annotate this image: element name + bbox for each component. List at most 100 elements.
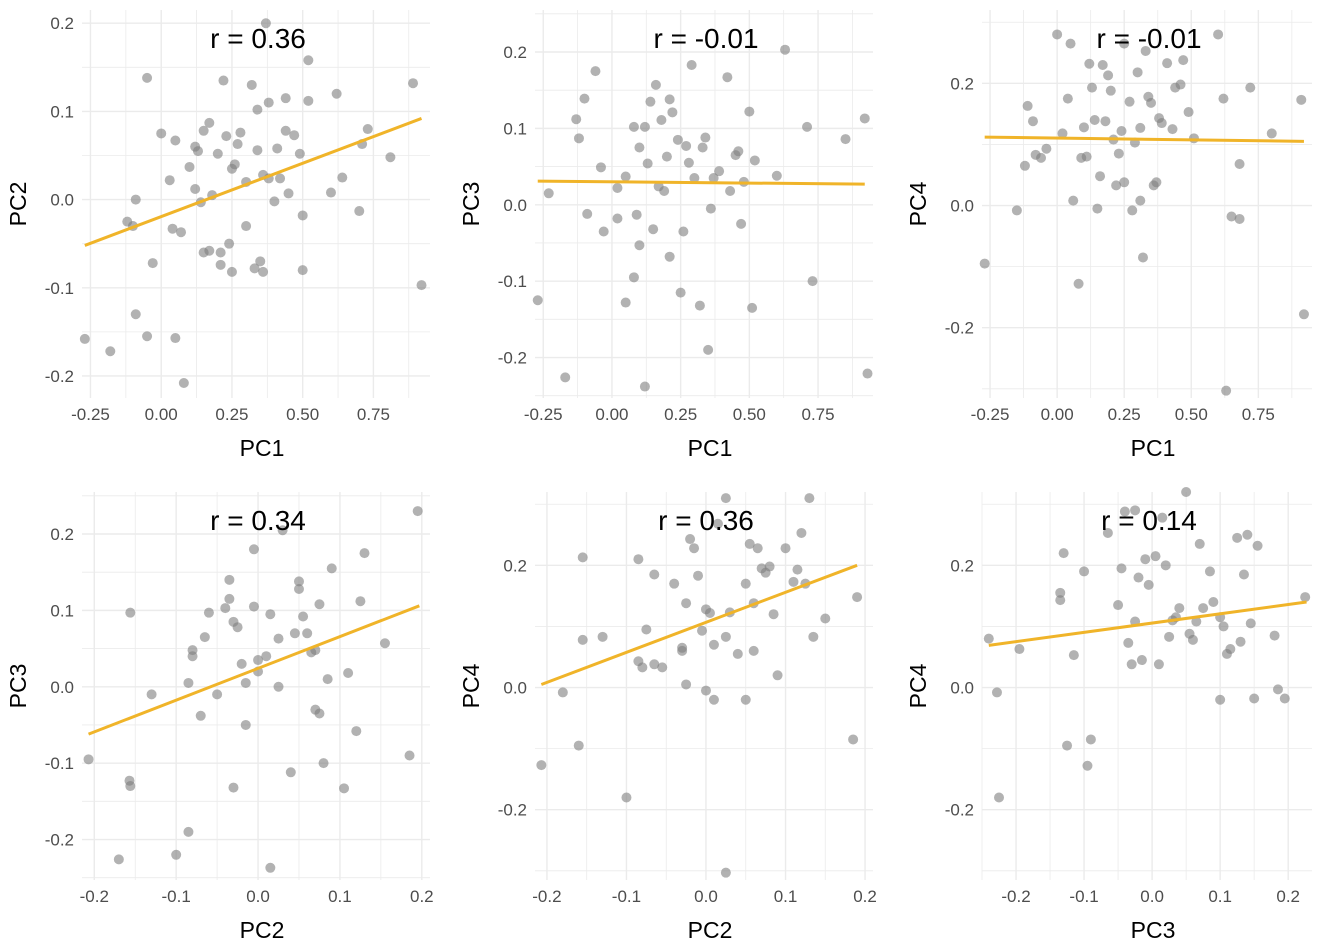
data-point: [385, 152, 396, 163]
x-axis-title: PC1: [688, 435, 733, 461]
y-tick-label: 0.0: [503, 196, 527, 215]
data-point: [1204, 566, 1215, 577]
data-point: [686, 59, 697, 70]
data-point: [788, 576, 799, 587]
data-point: [1235, 636, 1246, 647]
y-tick-label: 0.2: [950, 556, 974, 575]
data-point: [1058, 548, 1069, 559]
data-point: [620, 297, 631, 308]
data-point: [170, 333, 181, 344]
data-point: [1089, 114, 1100, 125]
data-point: [620, 171, 631, 182]
data-point: [772, 670, 783, 681]
data-point: [1135, 122, 1146, 133]
y-tick-label: -0.1: [498, 272, 527, 291]
x-tick-label: 0.00: [1041, 405, 1074, 424]
y-tick-label: 0.2: [950, 74, 974, 93]
data-point: [1102, 527, 1113, 538]
data-point: [1135, 195, 1146, 206]
data-point: [991, 687, 1002, 698]
data-point: [764, 561, 775, 572]
data-point: [184, 161, 195, 172]
data-point: [720, 867, 731, 878]
x-tick-label: 0.75: [1242, 405, 1275, 424]
data-point: [1085, 734, 1096, 745]
data-point: [744, 538, 755, 549]
data-point: [1124, 96, 1135, 107]
data-point: [1137, 252, 1148, 263]
y-axis-title: PC2: [5, 182, 31, 227]
data-point: [780, 543, 791, 554]
correlation-label: r = -0.01: [1096, 23, 1201, 54]
data-point: [633, 554, 644, 565]
data-point: [681, 679, 692, 690]
y-tick-label: -0.2: [45, 367, 74, 386]
data-point: [1095, 171, 1106, 182]
data-point: [712, 518, 723, 529]
data-point: [1226, 211, 1237, 222]
data-point: [683, 157, 694, 168]
data-point: [631, 209, 642, 220]
data-point: [302, 628, 313, 639]
data-point: [183, 826, 194, 837]
data-point: [325, 187, 336, 198]
data-point: [689, 543, 700, 554]
data-point: [1078, 122, 1089, 133]
data-point: [792, 564, 803, 575]
data-point: [577, 552, 588, 563]
data-point: [178, 378, 189, 389]
data-point: [142, 72, 153, 83]
data-point: [694, 300, 705, 311]
data-point: [125, 781, 136, 792]
x-tick-label: 0.00: [145, 405, 178, 424]
data-point: [1157, 512, 1168, 523]
data-point: [258, 266, 269, 277]
data-point: [351, 726, 362, 737]
data-point: [669, 578, 680, 589]
x-tick-label: -0.1: [162, 887, 191, 906]
data-point: [634, 240, 645, 251]
correlation-label: r = 0.34: [210, 505, 306, 536]
data-point: [252, 145, 263, 156]
data-point: [649, 569, 660, 580]
data-point: [802, 121, 813, 132]
data-point: [362, 124, 373, 135]
data-point: [705, 203, 716, 214]
data-point: [167, 223, 178, 234]
data-point: [1234, 158, 1245, 169]
data-point: [722, 72, 733, 83]
x-tick-label: -0.25: [524, 405, 563, 424]
data-point: [280, 125, 291, 136]
data-point: [1162, 58, 1173, 69]
data-point: [277, 525, 288, 536]
data-point: [1133, 572, 1144, 583]
data-point: [1146, 97, 1157, 108]
y-tick-label: -0.1: [45, 279, 74, 298]
data-point: [212, 148, 223, 159]
y-tick-label: -0.1: [45, 754, 74, 773]
x-tick-label: 0.2: [853, 887, 877, 906]
data-point: [416, 280, 427, 291]
data-point: [685, 534, 696, 545]
y-tick-label: 0.2: [50, 525, 74, 544]
data-point: [697, 142, 708, 153]
x-axis-title: PC2: [688, 917, 733, 943]
data-point: [337, 172, 348, 183]
data-point: [224, 574, 235, 585]
data-point: [1225, 644, 1236, 655]
data-point: [105, 346, 116, 357]
data-point: [749, 155, 760, 166]
data-point: [1111, 180, 1122, 191]
data-point: [261, 651, 272, 662]
data-point: [597, 631, 608, 642]
data-point: [273, 633, 284, 644]
data-point: [1062, 740, 1073, 751]
data-point: [147, 258, 158, 269]
data-point: [195, 710, 206, 721]
x-tick-label: -0.1: [612, 887, 641, 906]
data-point: [848, 734, 859, 745]
data-point: [656, 114, 667, 125]
data-point: [285, 767, 296, 778]
scatter-panel-6: -0.2 -0.1 0.0 0.1 0.2 -0.2 0.0 0.2 r = 0.14 PC3 PC…: [905, 487, 1312, 943]
data-point: [1092, 203, 1103, 214]
